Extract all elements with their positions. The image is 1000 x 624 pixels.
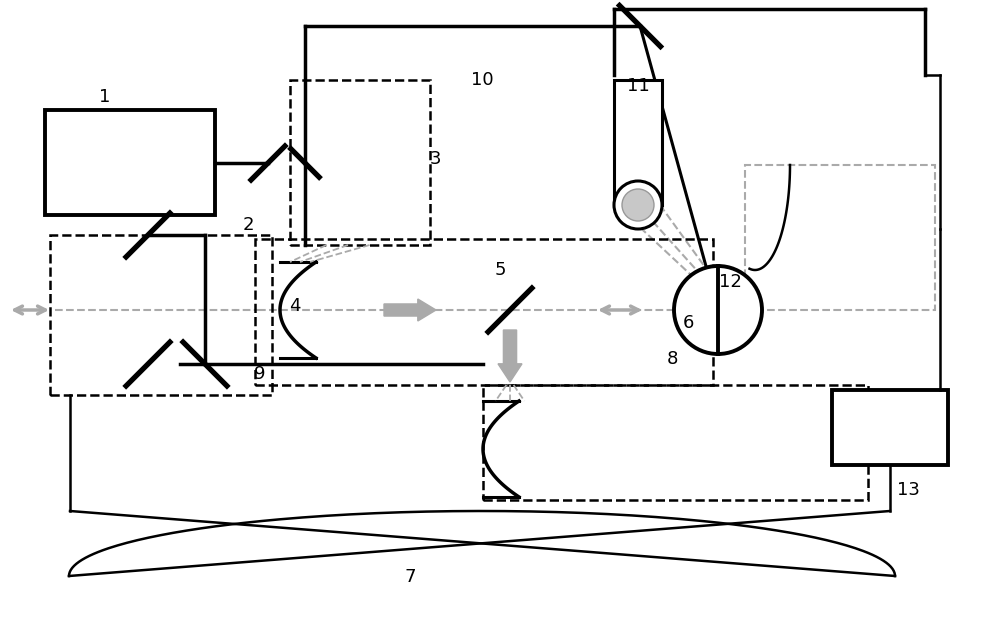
Circle shape (674, 266, 762, 354)
Bar (290, 80, 430, 245)
Bar (614, 80, 662, 205)
Text: 5: 5 (494, 261, 506, 278)
Text: 7: 7 (404, 568, 416, 586)
Text: 10: 10 (471, 71, 493, 89)
Text: 9: 9 (254, 366, 266, 383)
Circle shape (614, 181, 662, 229)
Text: 3: 3 (429, 150, 441, 168)
Bar (745, 165, 935, 310)
Bar (50, 235, 272, 395)
Text: 8: 8 (666, 350, 678, 368)
FancyArrow shape (384, 299, 436, 321)
Circle shape (622, 189, 654, 221)
Text: 11: 11 (627, 77, 649, 95)
Text: 13: 13 (897, 481, 919, 499)
Text: 4: 4 (289, 297, 301, 314)
Bar (483, 385, 868, 500)
Text: 2: 2 (242, 216, 254, 233)
Bar (45, 110, 215, 215)
Text: 6: 6 (682, 314, 694, 332)
Text: 1: 1 (99, 88, 111, 105)
Text: 12: 12 (719, 273, 741, 291)
Bar (832, 390, 948, 465)
Bar (255, 239, 713, 385)
FancyArrow shape (498, 330, 522, 382)
